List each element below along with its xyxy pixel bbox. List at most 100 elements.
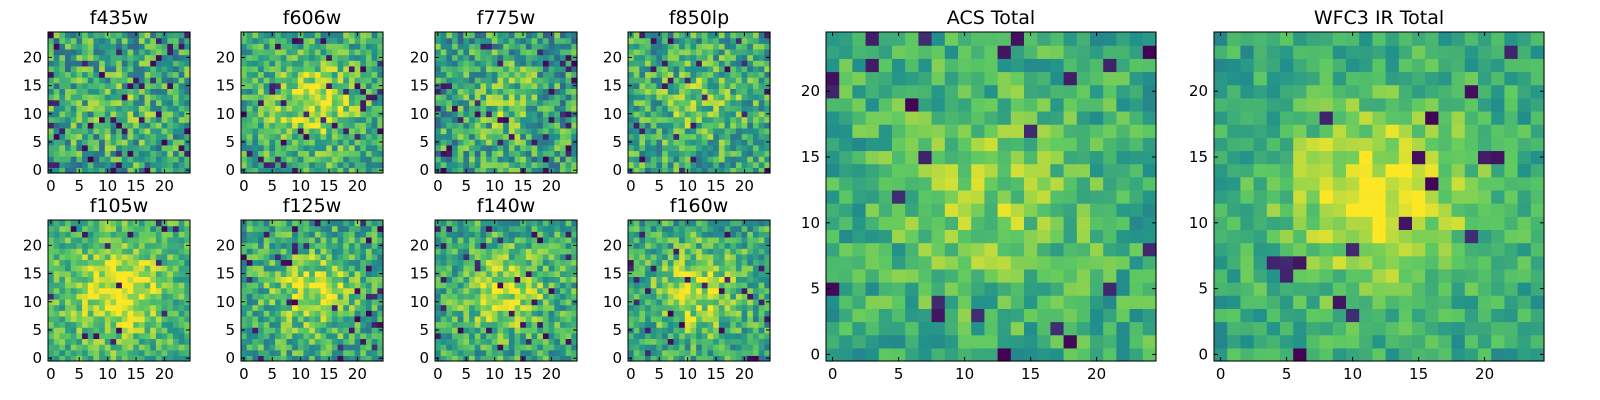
heatmap-cell [758,139,765,146]
heatmap-cell [360,65,367,73]
heatmap-cell [701,37,709,44]
heatmap-cell [99,220,106,227]
heatmap-cell [314,327,322,334]
heatmap-cell [155,293,163,300]
heatmap-cell [286,315,293,323]
heatmap-cell [707,54,714,61]
heatmap-cell [365,253,373,261]
heatmap-cell [144,144,151,152]
heatmap-cell [696,77,703,84]
heatmap-cell [508,150,516,157]
heatmap-cell [70,225,77,232]
heatmap-cell [565,167,572,174]
heatmap-cell [104,242,112,249]
heatmap-cell [167,37,174,44]
heatmap-cell [241,122,248,129]
heatmap-cell [491,54,499,61]
heatmap-cell [491,282,499,289]
heatmap-cell [457,156,464,163]
heatmap-cell [690,327,697,334]
heatmap-cell [639,167,646,174]
heatmap-cell [662,65,669,73]
heatmap-cell [548,48,555,56]
heatmap-cell [144,225,151,232]
heatmap-cell [360,253,367,261]
heatmap-cell [571,231,578,238]
heatmap-cell [480,105,487,112]
heatmap-cell [764,94,771,101]
heatmap-cell [286,77,293,84]
heatmap-cell [707,99,714,106]
heatmap-cell [297,122,305,129]
heatmap-cell [452,122,459,129]
heatmap-cell [150,236,157,244]
heatmap-cell [70,127,77,135]
heatmap-cell [161,43,168,50]
heatmap-cell [269,242,276,249]
heatmap-cell [486,225,493,232]
heatmap-cell [525,122,533,129]
heatmap-cell [452,236,459,244]
heatmap-cell [48,116,55,123]
heatmap-cell [303,150,310,157]
heatmap-cell [491,298,499,306]
heatmap-cell [303,77,310,84]
heatmap-cell [144,298,151,306]
heatmap-cell [76,82,83,89]
heatmap-cell [525,310,533,317]
heatmap-cell [531,259,538,266]
y-tick-label: 5 [419,321,429,339]
x-tick-label: 0 [46,177,56,195]
heatmap-cell [59,220,66,227]
heatmap-cell [133,225,140,232]
heatmap-cell [246,304,253,311]
heatmap-cell [514,77,521,84]
heatmap-cell [633,355,640,362]
heatmap-cell [435,77,442,84]
heatmap-cell [440,37,447,44]
heatmap-cell [491,99,499,106]
heatmap-cell [662,88,669,95]
heatmap-cell [645,71,652,78]
heatmap-cell [452,99,459,106]
heatmap-cell [167,338,174,345]
heatmap-cell [548,242,555,249]
heatmap-cell [656,105,663,112]
heatmap-cell [133,298,140,306]
heatmap-cell [331,43,339,50]
heatmap-cell [491,60,499,67]
heatmap-cell [758,344,765,351]
heatmap-cell [275,139,282,146]
heatmap-cell [320,32,327,39]
heatmap-cell [303,304,310,311]
y-tick-label: 0 [32,161,42,179]
heatmap-cell [752,37,760,44]
heatmap-cell [469,287,476,294]
heatmap-cell [252,88,259,95]
heatmap-cell [730,287,737,294]
heatmap-cell [684,349,692,356]
heatmap-cell [280,282,288,289]
heatmap-cell [172,338,180,345]
heatmap-cell [178,338,185,345]
heatmap-cell [696,355,703,362]
heatmap-cell [258,116,265,123]
heatmap-cell [138,144,146,152]
heatmap-cell [713,122,720,129]
heatmap-cell [503,133,510,140]
heatmap-cell [525,293,533,300]
heatmap-cell [735,282,743,289]
heatmap-cell [70,150,77,157]
heatmap-cell [639,82,646,89]
heatmap-cell [730,310,737,317]
heatmap-cell [184,344,191,351]
heatmap-cell [469,242,476,249]
heatmap-cell [178,282,185,289]
heatmap-cell [457,310,464,317]
heatmap-cell [650,276,657,283]
heatmap-cell [520,265,527,272]
heatmap-cell [155,327,163,334]
heatmap-cell [354,156,361,163]
heatmap-cell [297,344,305,351]
